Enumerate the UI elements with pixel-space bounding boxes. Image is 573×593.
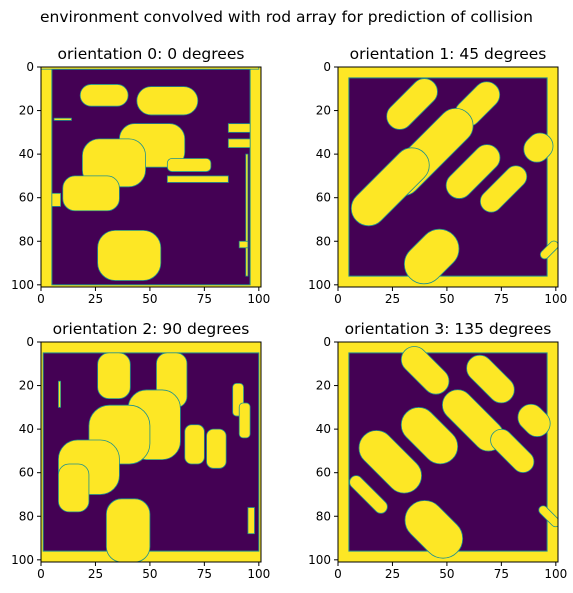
obstacle-1 bbox=[41, 67, 260, 70]
y-tick-label: 20 bbox=[316, 379, 331, 393]
y-tick-label: 0 bbox=[26, 60, 34, 74]
obstacle-8 bbox=[349, 475, 388, 514]
obstacle-12 bbox=[247, 507, 255, 535]
obstacle-11 bbox=[105, 498, 151, 562]
axes-frame bbox=[337, 341, 559, 563]
subplot-title: orientation 1: 45 degrees bbox=[350, 45, 547, 63]
y-tick-label: 80 bbox=[19, 509, 34, 523]
obstacle-3 bbox=[400, 407, 459, 465]
obstacle-9 bbox=[184, 424, 205, 465]
obstacle-14 bbox=[238, 240, 249, 249]
obstacle-0 bbox=[51, 192, 62, 207]
obstacle-11 bbox=[166, 175, 229, 183]
y-tick-label: 100 bbox=[308, 553, 331, 567]
subplot-title: orientation 0: 0 degrees bbox=[58, 45, 245, 63]
obstacle-4 bbox=[358, 430, 422, 494]
obstacle-10 bbox=[166, 158, 212, 172]
x-tick-label: 25 bbox=[385, 292, 400, 306]
y-tick-label: 80 bbox=[316, 509, 331, 523]
x-tick-label: 0 bbox=[334, 567, 342, 581]
y-tick-label: 40 bbox=[316, 147, 331, 161]
obstacle-5 bbox=[479, 165, 528, 213]
y-tick-label: 80 bbox=[19, 234, 34, 248]
y-tick-label: 80 bbox=[316, 234, 331, 248]
subplot-title: orientation 2: 90 degrees bbox=[53, 320, 250, 338]
axes-frame bbox=[40, 341, 262, 563]
y-tick-label: 40 bbox=[19, 422, 34, 436]
y-tick-label: 0 bbox=[26, 335, 34, 349]
obstacle-4 bbox=[53, 117, 72, 121]
x-tick-label: 75 bbox=[494, 292, 509, 306]
obstacle-2 bbox=[79, 84, 129, 107]
y-tick-label: 20 bbox=[316, 104, 331, 118]
x-tick-label: 25 bbox=[385, 567, 400, 581]
y-tick-label: 20 bbox=[19, 104, 34, 118]
obstacle-3 bbox=[350, 147, 430, 227]
obstacle-7 bbox=[404, 500, 464, 559]
x-tick-label: 50 bbox=[142, 292, 157, 306]
obstacle-0 bbox=[97, 352, 131, 400]
x-tick-label: 100 bbox=[247, 567, 270, 581]
y-tick-label: 60 bbox=[19, 466, 34, 480]
x-tick-label: 0 bbox=[37, 292, 45, 306]
obstacle-4 bbox=[238, 402, 251, 439]
axes-frame bbox=[337, 66, 559, 288]
axes-frame bbox=[40, 66, 262, 288]
obstacle-7 bbox=[403, 228, 460, 285]
obstacle-9 bbox=[62, 175, 120, 212]
subplot-title: orientation 3: 135 degrees bbox=[345, 320, 552, 338]
obstacle-0 bbox=[386, 78, 438, 130]
x-tick-label: 100 bbox=[247, 292, 270, 306]
x-tick-label: 50 bbox=[142, 567, 157, 581]
obstacle-13 bbox=[245, 153, 249, 277]
x-tick-label: 0 bbox=[334, 292, 342, 306]
obstacle-6 bbox=[517, 403, 551, 437]
x-tick-label: 100 bbox=[544, 567, 567, 581]
y-tick-label: 40 bbox=[316, 422, 331, 436]
y-tick-label: 60 bbox=[19, 191, 34, 205]
x-tick-label: 25 bbox=[88, 292, 103, 306]
obstacle-4 bbox=[445, 144, 501, 199]
obstacle-8 bbox=[539, 240, 558, 260]
obstacle-10 bbox=[206, 428, 227, 469]
y-tick-label: 20 bbox=[19, 379, 34, 393]
y-tick-label: 100 bbox=[11, 553, 34, 567]
y-tick-label: 60 bbox=[316, 466, 331, 480]
y-tick-label: 100 bbox=[308, 278, 331, 292]
obstacle-12 bbox=[97, 229, 162, 281]
x-tick-label: 25 bbox=[88, 567, 103, 581]
x-tick-label: 50 bbox=[439, 292, 454, 306]
x-tick-label: 75 bbox=[197, 292, 212, 306]
x-tick-label: 75 bbox=[494, 567, 509, 581]
obstacle-6 bbox=[523, 132, 554, 163]
x-tick-label: 100 bbox=[544, 292, 567, 306]
obstacle-0 bbox=[400, 346, 450, 395]
y-tick-label: 0 bbox=[323, 335, 331, 349]
obstacle-6 bbox=[227, 138, 251, 148]
obstacle-1 bbox=[466, 354, 515, 404]
obstacle-5 bbox=[490, 428, 535, 473]
obstacle-5 bbox=[227, 123, 251, 133]
x-tick-label: 75 bbox=[197, 567, 212, 581]
y-tick-label: 60 bbox=[316, 191, 331, 205]
obstacle-3 bbox=[136, 86, 199, 116]
obstacle-8 bbox=[58, 463, 90, 513]
x-tick-label: 0 bbox=[37, 567, 45, 581]
y-tick-label: 100 bbox=[11, 278, 34, 292]
y-tick-label: 40 bbox=[19, 147, 34, 161]
obstacle-9 bbox=[538, 505, 558, 528]
x-tick-label: 50 bbox=[439, 567, 454, 581]
figure-suptitle: environment convolved with rod array for… bbox=[40, 8, 533, 26]
obstacle-2 bbox=[58, 380, 62, 408]
y-tick-label: 0 bbox=[323, 60, 331, 74]
